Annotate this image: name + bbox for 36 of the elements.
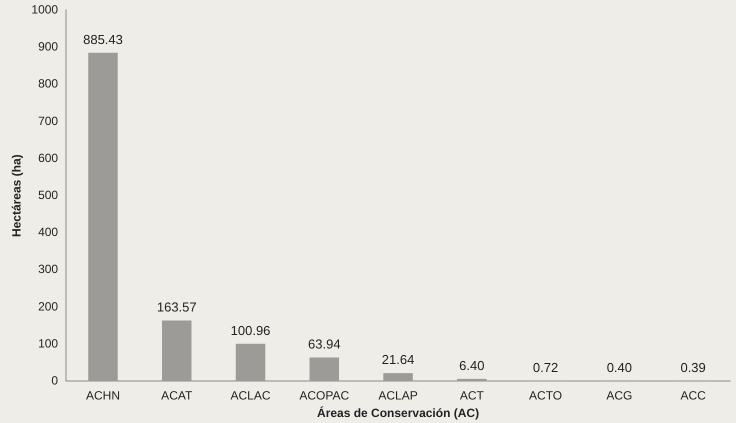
y-tick-label: 700 <box>38 114 58 128</box>
data-label: 100.96 <box>230 322 270 338</box>
x-tick-label: ACTO <box>529 388 562 403</box>
y-axis-title: Hectáreas (ha) <box>10 154 24 238</box>
y-tick-label: 600 <box>38 150 58 165</box>
data-label: 6.40 <box>459 358 484 373</box>
x-tick-label: ACLAP <box>378 388 418 403</box>
x-tick-label: ACHN <box>86 388 120 403</box>
bar <box>88 52 118 382</box>
data-label: 0.39 <box>680 360 706 376</box>
y-tick-label: 100 <box>38 336 58 350</box>
bar <box>383 373 413 382</box>
data-label: 885.43 <box>83 32 123 47</box>
data-label: 0.72 <box>532 360 558 376</box>
data-label: 163.57 <box>156 300 197 315</box>
y-tick-label: 400 <box>38 225 58 240</box>
x-tick-label: ACG <box>606 388 632 403</box>
x-axis-title: Áreas de Conservación (AC) <box>317 406 480 420</box>
y-tick-label: 500 <box>38 188 58 202</box>
bar <box>310 357 340 382</box>
x-tick-label: ACOPAC <box>299 388 350 403</box>
y-tick-label: 300 <box>38 262 58 276</box>
y-tick-label: 800 <box>38 76 58 91</box>
y-tick-label: 0 <box>51 374 58 388</box>
y-tick-label: 200 <box>38 299 58 314</box>
data-label: 21.64 <box>382 352 414 368</box>
x-tick-label: ACLAC <box>230 388 271 403</box>
x-tick-label: ACAT <box>161 388 193 403</box>
y-tick-label: 1000 <box>31 2 58 17</box>
bar <box>236 344 266 382</box>
x-tick-label: ACC <box>680 388 706 403</box>
data-label: 63.94 <box>308 336 341 352</box>
bar <box>162 320 192 382</box>
y-tick-label: 900 <box>38 40 58 54</box>
data-label: 0.40 <box>606 360 632 376</box>
x-tick-label: ACT <box>460 388 484 403</box>
